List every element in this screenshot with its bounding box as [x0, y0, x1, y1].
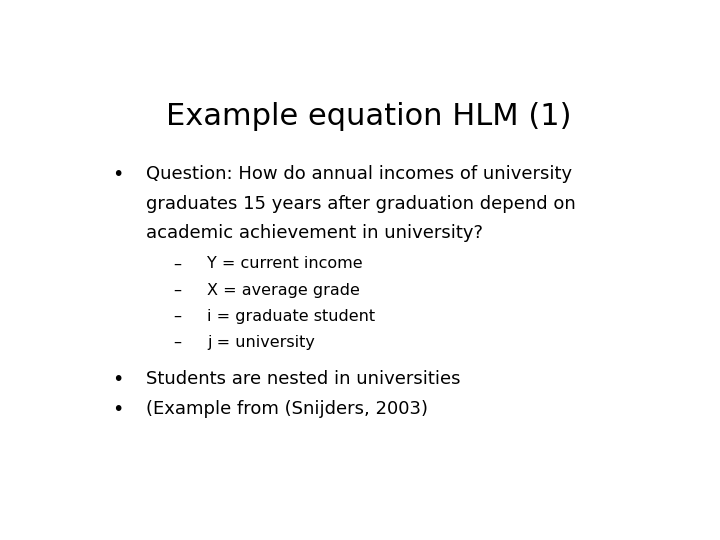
Text: i = graduate student: i = graduate student	[207, 309, 375, 324]
Text: –: –	[174, 335, 181, 350]
Text: –: –	[174, 256, 181, 272]
Text: –: –	[174, 282, 181, 298]
Text: X = average grade: X = average grade	[207, 282, 360, 298]
Text: j = university: j = university	[207, 335, 315, 350]
Text: graduates 15 years after graduation depend on: graduates 15 years after graduation depe…	[145, 194, 575, 213]
Text: academic achievement in university?: academic achievement in university?	[145, 225, 483, 242]
Text: •: •	[112, 400, 124, 419]
Text: Students are nested in universities: Students are nested in universities	[145, 369, 460, 388]
Text: Question: How do annual incomes of university: Question: How do annual incomes of unive…	[145, 165, 572, 183]
Text: (Example from (Snijders, 2003): (Example from (Snijders, 2003)	[145, 400, 428, 417]
Text: Example equation HLM (1): Example equation HLM (1)	[166, 102, 572, 131]
Text: –: –	[174, 309, 181, 324]
Text: •: •	[112, 165, 124, 184]
Text: •: •	[112, 369, 124, 389]
Text: Y = current income: Y = current income	[207, 256, 363, 272]
